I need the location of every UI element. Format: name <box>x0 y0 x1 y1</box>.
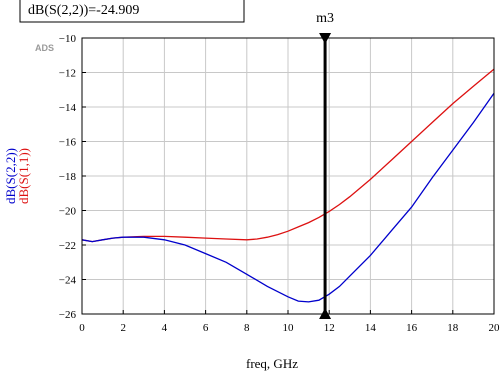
series-lines <box>81 68 495 303</box>
marker-bottom-arrow <box>319 308 332 319</box>
series-line-db-s-2-2 <box>81 92 495 303</box>
x-tick-label: 18 <box>447 322 459 334</box>
marker-top-arrow <box>319 33 332 44</box>
marker-label: m3 <box>316 11 334 26</box>
x-tick-label: 2 <box>120 322 126 334</box>
x-tick-label: 8 <box>244 322 250 334</box>
axis-ticks: 0 2 4 6 8 10 12 14 16 18 20 −10 −12 −14 −16 −18 −20 −22 −2… <box>59 33 500 334</box>
marker-readout-box: dB(S(2,2))=-24.909 <box>19 0 245 23</box>
y-tick-label: −10 <box>59 33 77 45</box>
y-tick-label: −22 <box>59 240 76 252</box>
x-tick-label: 12 <box>324 322 335 334</box>
y-axis-title-db-s-2-2: dB(S(2,2)) <box>3 148 18 204</box>
x-tick-label: 16 <box>406 322 418 334</box>
x-tick-label: 14 <box>365 322 377 334</box>
y-tick-label: −24 <box>59 275 77 287</box>
x-tick-label: 10 <box>283 322 295 334</box>
y-axis-title-db-s-1-1: dB(S(1,1)) <box>16 148 31 204</box>
y-tick-label: −18 <box>59 171 77 183</box>
y-tick-label: −12 <box>59 68 76 80</box>
y-tick-label: −26 <box>59 309 77 321</box>
readout-frame <box>19 0 245 23</box>
ads-watermark: ADS <box>35 43 54 53</box>
grid-lines <box>82 38 494 314</box>
y-axis-titles: dB(S(2,2))dB(S(1,1)) <box>3 148 31 204</box>
readout-text: dB(S(2,2))=-24.909 <box>28 3 139 18</box>
x-tick-label: 0 <box>79 322 85 334</box>
x-tick-label: 20 <box>489 322 501 334</box>
x-axis-title: freq, GHz <box>246 356 298 371</box>
x-tick-label: 4 <box>162 322 168 334</box>
y-tick-label: −16 <box>59 137 77 149</box>
x-tick-label: 6 <box>203 322 209 334</box>
y-tick-label: −14 <box>59 102 77 114</box>
marker-m3[interactable]: m3 <box>316 11 334 319</box>
y-tick-label: −20 <box>59 206 77 218</box>
